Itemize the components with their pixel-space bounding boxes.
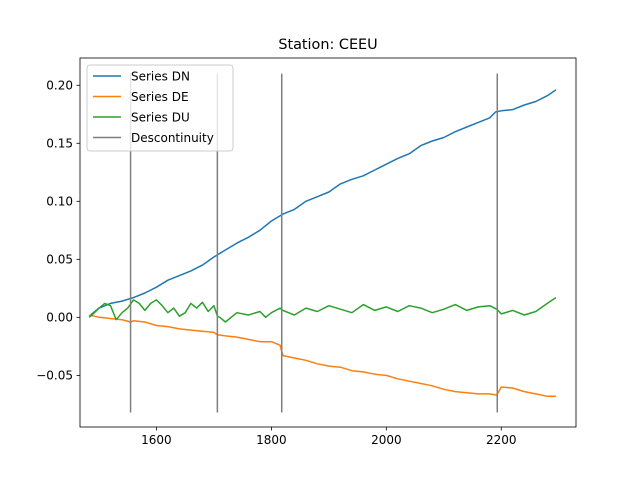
x-axis: 1600 1800 2000 2200 [141, 427, 517, 447]
x-tick-label: 2200 [486, 433, 517, 447]
legend-label-3: Series DU [131, 111, 190, 125]
x-tick-label: 1800 [256, 433, 287, 447]
y-tick-label: 0.15 [46, 136, 73, 150]
series-line-1 [88, 89, 557, 317]
series-line-3 [88, 296, 557, 323]
y-tick-label: 0.05 [46, 252, 73, 266]
x-tick-label: 1600 [141, 433, 172, 447]
legend-box [86, 64, 234, 152]
y-tick-label: 0.00 [46, 310, 73, 324]
x-tick-label: 2000 [371, 433, 402, 447]
plot-area [88, 73, 557, 413]
legend: Series DN Series DE Series DU Descontinuity [86, 64, 234, 152]
y-axis: −0.05 0.00 0.05 0.10 0.15 0.20 [36, 78, 80, 382]
chart-title: Station: CEEU [278, 37, 377, 53]
plot-frame [79, 57, 577, 428]
legend-label-4: Descontinuity [131, 131, 214, 145]
legend-label-2: Series DE [131, 90, 189, 104]
series-line-2 [89, 314, 556, 398]
legend-label-1: Series DN [131, 70, 190, 84]
y-tick-label: −0.05 [36, 368, 73, 382]
y-tick-label: 0.20 [46, 78, 73, 92]
y-tick-label: 0.10 [46, 194, 73, 208]
